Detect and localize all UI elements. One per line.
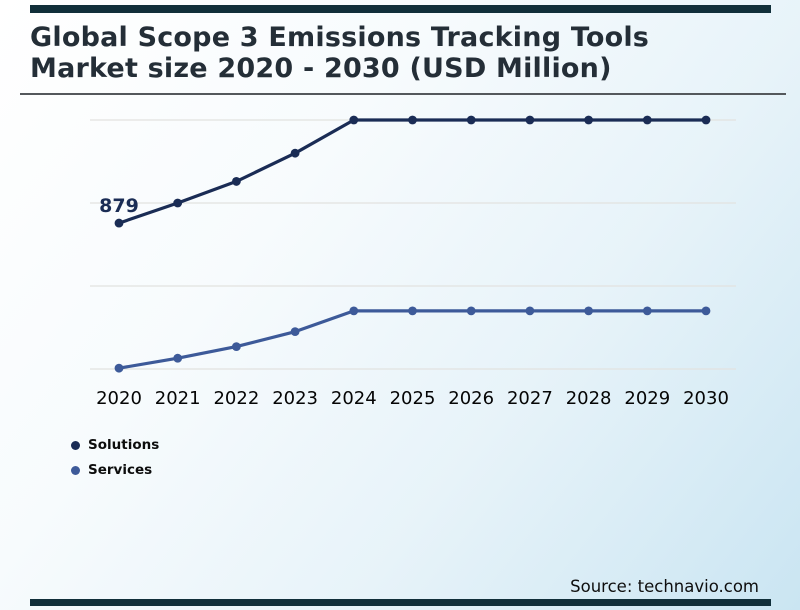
legend-label: Solutions [88,437,160,453]
data-point-solutions-2030 [701,115,711,125]
x-tick-label-2029: 2029 [624,388,670,409]
data-point-solutions-2021 [173,198,183,208]
x-tick-label-2020: 2020 [96,388,142,409]
data-point-services-2020 [114,363,124,373]
legend-bullet-icon [71,465,80,475]
data-point-services-2023 [290,327,300,337]
series-line-solutions [117,118,708,225]
x-tick-label-2027: 2027 [507,388,553,409]
title-divider [20,93,786,95]
data-point-solutions-2022 [232,177,241,186]
data-point-solutions-2025 [408,115,417,125]
data-point-services-2022 [232,342,241,351]
x-tick-label-2026: 2026 [448,388,494,409]
data-point-services-2021 [173,353,183,363]
data-point-services-2027 [525,306,535,316]
data-point-services-2025 [408,306,417,316]
x-tick-label-2021: 2021 [155,388,201,409]
series-line-services [117,309,708,370]
page-title: Global Scope 3 Emissions Tracking Tools … [30,22,649,84]
data-point-solutions-2029 [642,115,652,125]
page-title-line1: Global Scope 3 Emissions Tracking Tools [30,22,650,53]
data-point-services-2030 [701,306,711,316]
data-point-services-2026 [466,306,476,316]
legend: Solutions Services [71,437,159,487]
data-point-services-2029 [642,306,652,316]
legend-bullet-icon [71,440,80,450]
data-point-services-2024 [349,306,359,316]
x-tick-label-2030: 2030 [683,388,729,409]
data-point-services-2028 [584,306,593,316]
legend-item-solutions: Solutions [71,437,159,453]
data-point-solutions-2024 [349,115,359,125]
page-title-line2: Market size 2020 - 2030 (USD Million) [30,53,612,84]
data-point-solutions-2028 [584,115,593,125]
legend-item-services: Services [71,462,159,478]
x-tick-label-2023: 2023 [272,388,318,409]
data-point-solutions-2023 [290,148,300,158]
x-tick-label-2022: 2022 [213,388,259,409]
top-accent-bar [30,5,771,13]
x-tick-label-2028: 2028 [566,388,612,409]
x-tick-label-2025: 2025 [390,388,436,409]
legend-label: Services [88,462,153,478]
data-point-solutions-2026 [466,115,476,125]
bottom-accent-bar [30,599,771,606]
data-label-879: 879 [99,195,139,217]
x-tick-label-2024: 2024 [331,388,377,409]
data-point-solutions-2020 [114,218,124,228]
source-attribution: Source: technavio.com [570,577,759,596]
data-point-solutions-2027 [525,115,535,125]
